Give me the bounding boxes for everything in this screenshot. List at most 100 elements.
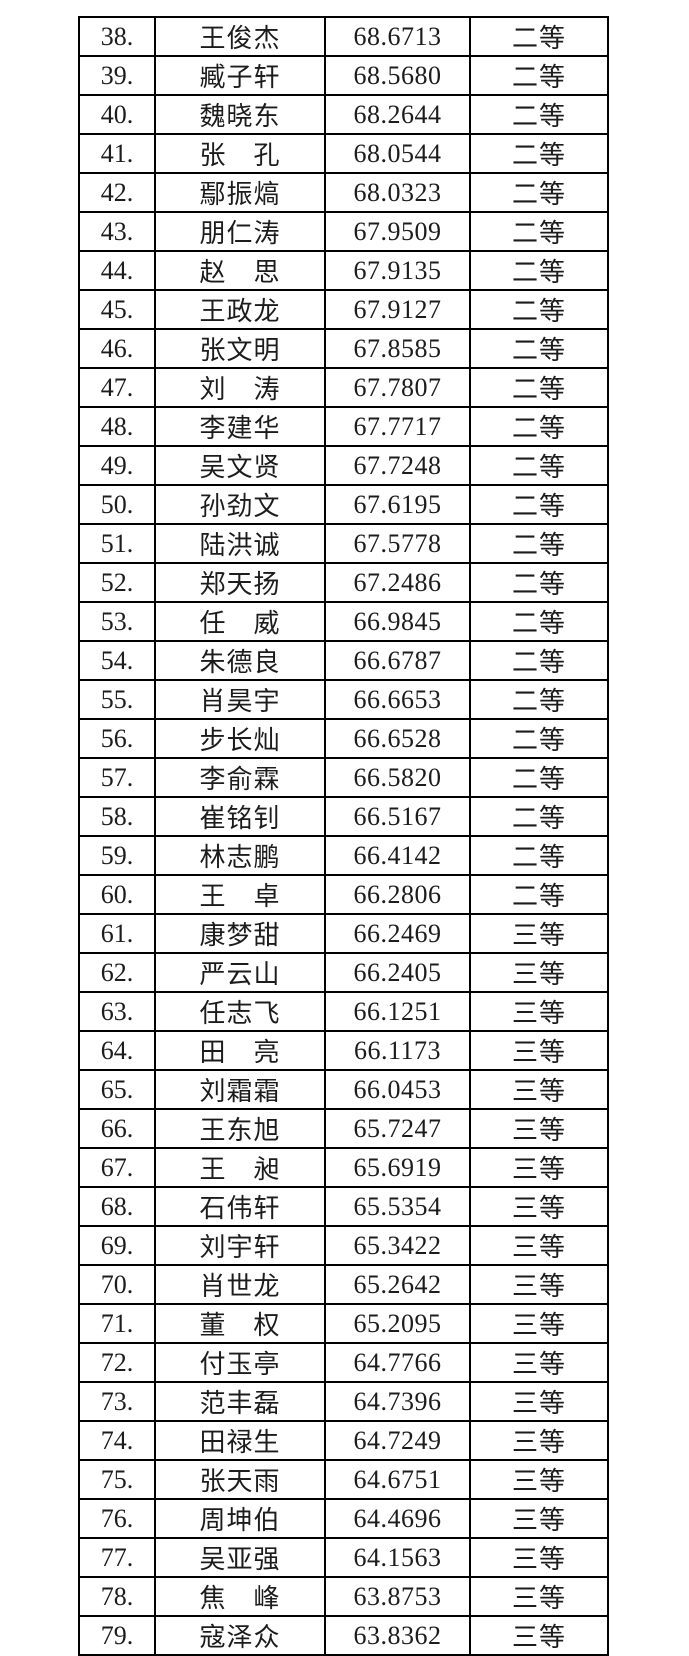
score-table: 38. 王俊杰 68.6713 二等 39. 臧子轩 68.5680 二等 40… bbox=[78, 16, 609, 1656]
name-cell: 任志飞 bbox=[154, 991, 326, 1032]
table-row: 72. 付玉亭 64.7766 三等 bbox=[78, 1342, 609, 1383]
table-row: 38. 王俊杰 68.6713 二等 bbox=[78, 16, 609, 57]
grade-cell: 二等 bbox=[469, 250, 609, 291]
score-table-body: 38. 王俊杰 68.6713 二等 39. 臧子轩 68.5680 二等 40… bbox=[78, 16, 609, 1656]
name-cell: 寇泽众 bbox=[154, 1615, 326, 1656]
grade-cell: 二等 bbox=[469, 562, 609, 603]
rank-cell: 64. bbox=[78, 1030, 156, 1071]
name-cell: 李建华 bbox=[154, 406, 326, 447]
name-cell: 王俊杰 bbox=[154, 16, 326, 57]
grade-cell: 三等 bbox=[469, 1576, 609, 1617]
grade-cell: 二等 bbox=[469, 289, 609, 330]
name-cell: 朋仁涛 bbox=[154, 211, 326, 252]
table-row: 44. 赵 思 67.9135 二等 bbox=[78, 250, 609, 291]
name-cell: 田 亮 bbox=[154, 1030, 326, 1071]
score-cell: 67.9509 bbox=[324, 211, 471, 252]
name-cell: 鄢振熇 bbox=[154, 172, 326, 213]
rank-cell: 40. bbox=[78, 94, 156, 135]
grade-cell: 三等 bbox=[469, 1342, 609, 1383]
score-cell: 67.7717 bbox=[324, 406, 471, 447]
rank-cell: 44. bbox=[78, 250, 156, 291]
rank-cell: 79. bbox=[78, 1615, 156, 1656]
rank-cell: 55. bbox=[78, 679, 156, 720]
grade-cell: 三等 bbox=[469, 1264, 609, 1305]
name-cell: 周坤伯 bbox=[154, 1498, 326, 1539]
table-row: 42. 鄢振熇 68.0323 二等 bbox=[78, 172, 609, 213]
name-cell: 刘 涛 bbox=[154, 367, 326, 408]
table-row: 78. 焦 峰 63.8753 三等 bbox=[78, 1576, 609, 1617]
table-row: 71. 董 权 65.2095 三等 bbox=[78, 1303, 609, 1344]
rank-cell: 74. bbox=[78, 1420, 156, 1461]
grade-cell: 三等 bbox=[469, 1108, 609, 1149]
name-cell: 王政龙 bbox=[154, 289, 326, 330]
score-cell: 67.2486 bbox=[324, 562, 471, 603]
score-cell: 64.7766 bbox=[324, 1342, 471, 1383]
score-cell: 63.8753 bbox=[324, 1576, 471, 1617]
score-cell: 65.5354 bbox=[324, 1186, 471, 1227]
rank-cell: 54. bbox=[78, 640, 156, 681]
score-cell: 66.5820 bbox=[324, 757, 471, 798]
rank-cell: 39. bbox=[78, 55, 156, 96]
table-row: 60. 王 卓 66.2806 二等 bbox=[78, 874, 609, 915]
grade-cell: 三等 bbox=[469, 1225, 609, 1266]
score-cell: 64.7396 bbox=[324, 1381, 471, 1422]
name-cell: 王东旭 bbox=[154, 1108, 326, 1149]
grade-cell: 二等 bbox=[469, 445, 609, 486]
name-cell: 李俞霖 bbox=[154, 757, 326, 798]
rank-cell: 58. bbox=[78, 796, 156, 837]
grade-cell: 二等 bbox=[469, 367, 609, 408]
score-cell: 68.0544 bbox=[324, 133, 471, 174]
rank-cell: 52. bbox=[78, 562, 156, 603]
rank-cell: 75. bbox=[78, 1459, 156, 1500]
name-cell: 焦 峰 bbox=[154, 1576, 326, 1617]
table-row: 52. 郑天扬 67.2486 二等 bbox=[78, 562, 609, 603]
grade-cell: 三等 bbox=[469, 1147, 609, 1188]
rank-cell: 41. bbox=[78, 133, 156, 174]
table-row: 62. 严云山 66.2405 三等 bbox=[78, 952, 609, 993]
table-row: 56. 步长灿 66.6528 二等 bbox=[78, 718, 609, 759]
table-row: 63. 任志飞 66.1251 三等 bbox=[78, 991, 609, 1032]
score-cell: 65.2642 bbox=[324, 1264, 471, 1305]
grade-cell: 三等 bbox=[469, 1459, 609, 1500]
table-row: 76. 周坤伯 64.4696 三等 bbox=[78, 1498, 609, 1539]
name-cell: 刘霜霜 bbox=[154, 1069, 326, 1110]
score-cell: 65.3422 bbox=[324, 1225, 471, 1266]
rank-cell: 70. bbox=[78, 1264, 156, 1305]
score-cell: 67.5778 bbox=[324, 523, 471, 564]
score-cell: 64.4696 bbox=[324, 1498, 471, 1539]
name-cell: 郑天扬 bbox=[154, 562, 326, 603]
rank-cell: 48. bbox=[78, 406, 156, 447]
grade-cell: 三等 bbox=[469, 1030, 609, 1071]
table-row: 73. 范丰磊 64.7396 三等 bbox=[78, 1381, 609, 1422]
rank-cell: 77. bbox=[78, 1537, 156, 1578]
name-cell: 吴文贤 bbox=[154, 445, 326, 486]
grade-cell: 二等 bbox=[469, 211, 609, 252]
score-cell: 63.8362 bbox=[324, 1615, 471, 1656]
table-row: 39. 臧子轩 68.5680 二等 bbox=[78, 55, 609, 96]
rank-cell: 66. bbox=[78, 1108, 156, 1149]
table-row: 49. 吴文贤 67.7248 二等 bbox=[78, 445, 609, 486]
table-row: 55. 肖昊宇 66.6653 二等 bbox=[78, 679, 609, 720]
name-cell: 林志鹏 bbox=[154, 835, 326, 876]
grade-cell: 二等 bbox=[469, 601, 609, 642]
grade-cell: 二等 bbox=[469, 133, 609, 174]
grade-cell: 三等 bbox=[469, 1303, 609, 1344]
rank-cell: 46. bbox=[78, 328, 156, 369]
rank-cell: 43. bbox=[78, 211, 156, 252]
grade-cell: 二等 bbox=[469, 523, 609, 564]
score-cell: 66.4142 bbox=[324, 835, 471, 876]
grade-cell: 二等 bbox=[469, 757, 609, 798]
table-row: 57. 李俞霖 66.5820 二等 bbox=[78, 757, 609, 798]
name-cell: 王 昶 bbox=[154, 1147, 326, 1188]
name-cell: 崔铭钊 bbox=[154, 796, 326, 837]
rank-cell: 69. bbox=[78, 1225, 156, 1266]
rank-cell: 73. bbox=[78, 1381, 156, 1422]
score-cell: 66.0453 bbox=[324, 1069, 471, 1110]
grade-cell: 二等 bbox=[469, 718, 609, 759]
rank-cell: 65. bbox=[78, 1069, 156, 1110]
table-row: 74. 田禄生 64.7249 三等 bbox=[78, 1420, 609, 1461]
table-row: 58. 崔铭钊 66.5167 二等 bbox=[78, 796, 609, 837]
grade-cell: 二等 bbox=[469, 796, 609, 837]
rank-cell: 68. bbox=[78, 1186, 156, 1227]
name-cell: 肖昊宇 bbox=[154, 679, 326, 720]
